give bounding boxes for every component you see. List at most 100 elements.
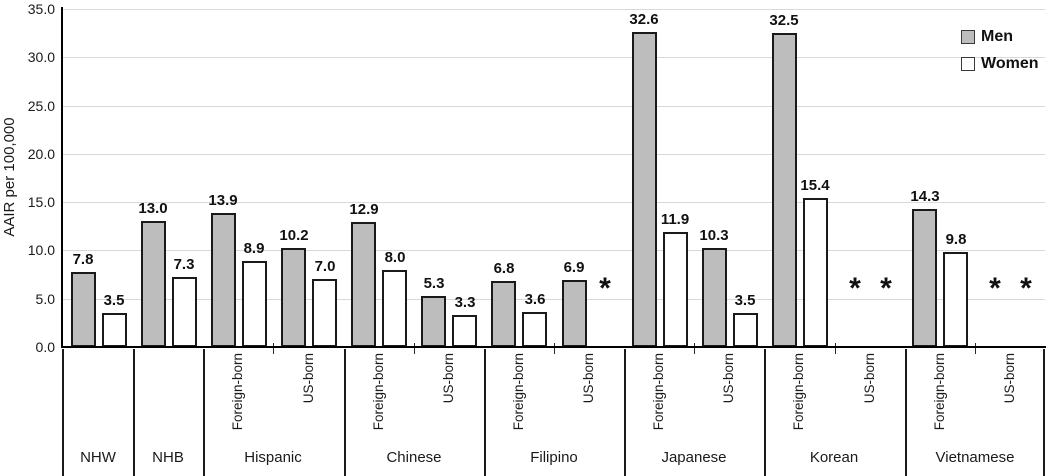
y-tick-label: 15.0 xyxy=(27,194,55,210)
sublabel-foreign-born: Foreign-born xyxy=(932,353,947,431)
bar-men-chinese-foreign-born xyxy=(351,222,376,347)
x-axis-line xyxy=(61,346,1046,348)
sublabel-us-born: US-born xyxy=(1002,353,1017,404)
value-label-women-chinese-us-born: 3.3 xyxy=(454,294,476,311)
sublabel-foreign-born: Foreign-born xyxy=(230,353,245,431)
value-label-men-chinese-foreign-born: 12.9 xyxy=(349,201,379,218)
y-tick-label: 30.0 xyxy=(27,49,55,65)
missing-value-asterisk-women-filipino-us-born: * xyxy=(599,272,611,305)
bar-men-japanese-us-born xyxy=(702,248,727,347)
sublabel-foreign-born: Foreign-born xyxy=(651,353,666,431)
bar-men-hispanic-foreign-born xyxy=(211,213,236,347)
value-label-men-hispanic-foreign-born: 13.9 xyxy=(208,192,238,209)
group-label-chinese: Chinese xyxy=(386,449,442,466)
value-label-men-japanese-us-born: 10.3 xyxy=(699,227,729,244)
group-divider xyxy=(203,349,205,476)
group-divider xyxy=(1043,349,1045,476)
missing-value-asterisk-men-korean-us-born: * xyxy=(849,272,861,305)
missing-value-asterisk-women-vietnamese-us-born: * xyxy=(1020,272,1032,305)
bar-women-nhw xyxy=(102,313,127,347)
value-label-women-filipino-foreign-born: 3.6 xyxy=(524,291,546,308)
group-divider xyxy=(484,349,486,476)
group-divider xyxy=(133,349,135,476)
sublabel-us-born: US-born xyxy=(862,353,877,404)
axis-tick xyxy=(414,343,415,354)
group-label-japanese: Japanese xyxy=(661,449,727,466)
group-divider xyxy=(624,349,626,476)
group-divider xyxy=(905,349,907,476)
group-label-nhw: NHW xyxy=(80,449,116,466)
value-label-men-chinese-us-born: 5.3 xyxy=(423,275,445,292)
group-divider xyxy=(764,349,766,476)
legend: Men Women xyxy=(961,28,1039,72)
value-label-men-nhb: 13.0 xyxy=(138,200,168,217)
bar-men-nhw xyxy=(71,272,96,347)
y-tick-label: 20.0 xyxy=(27,146,55,162)
sublabel-foreign-born: Foreign-born xyxy=(371,353,386,431)
bar-men-chinese-us-born xyxy=(421,296,446,347)
value-label-men-filipino-us-born: 6.9 xyxy=(563,259,585,276)
women-swatch-icon xyxy=(961,57,975,71)
y-tick-label: 25.0 xyxy=(27,98,55,114)
missing-value-asterisk-men-vietnamese-us-born: * xyxy=(989,272,1001,305)
bar-women-vietnamese-foreign-born xyxy=(943,252,968,347)
group-label-hispanic: Hispanic xyxy=(244,449,302,466)
men-swatch-icon xyxy=(961,30,975,44)
bar-women-hispanic-foreign-born xyxy=(242,261,267,347)
value-label-men-hispanic-us-born: 10.2 xyxy=(279,227,309,244)
bar-women-hispanic-us-born xyxy=(312,279,337,347)
axis-tick xyxy=(694,343,695,354)
bar-men-vietnamese-foreign-born xyxy=(912,209,937,347)
value-label-women-hispanic-us-born: 7.0 xyxy=(314,258,336,275)
value-label-women-chinese-foreign-born: 8.0 xyxy=(384,249,406,266)
value-label-women-japanese-foreign-born: 11.9 xyxy=(660,211,690,228)
legend-item-men: Men xyxy=(961,28,1038,45)
gridline xyxy=(63,106,1045,107)
category-box-left-edge xyxy=(62,349,64,476)
sublabel-us-born: US-born xyxy=(441,353,456,404)
value-label-men-vietnamese-foreign-born: 14.3 xyxy=(910,188,940,205)
bar-men-korean-foreign-born xyxy=(772,33,797,347)
bar-women-japanese-us-born xyxy=(733,313,758,347)
bar-women-chinese-us-born xyxy=(452,315,477,347)
group-divider xyxy=(344,349,346,476)
legend-item-women: Women xyxy=(961,55,1039,72)
bar-men-filipino-us-born xyxy=(562,280,587,347)
sublabel-us-born: US-born xyxy=(581,353,596,404)
bar-women-nhb xyxy=(172,277,197,347)
sublabel-us-born: US-born xyxy=(721,353,736,404)
value-label-women-hispanic-foreign-born: 8.9 xyxy=(243,240,265,257)
y-tick-label: 0.0 xyxy=(35,339,55,355)
group-label-filipino: Filipino xyxy=(530,449,578,466)
value-label-men-nhw: 7.8 xyxy=(72,251,94,268)
bar-women-filipino-foreign-born xyxy=(522,312,547,347)
axis-tick xyxy=(975,343,976,354)
gridline xyxy=(63,154,1045,155)
legend-label-men: Men xyxy=(981,28,1013,45)
bar-men-hispanic-us-born xyxy=(281,248,306,347)
group-label-vietnamese: Vietnamese xyxy=(935,449,1015,466)
gridline xyxy=(63,202,1045,203)
sublabel-foreign-born: Foreign-born xyxy=(791,353,806,431)
value-label-men-filipino-foreign-born: 6.8 xyxy=(493,260,515,277)
value-label-women-korean-foreign-born: 15.4 xyxy=(800,177,830,194)
y-tick-label: 5.0 xyxy=(35,291,55,307)
group-label-nhb: NHB xyxy=(152,449,184,466)
y-tick-label: 10.0 xyxy=(27,242,55,258)
axis-tick xyxy=(273,343,274,354)
y-axis-line xyxy=(61,7,63,348)
gridline xyxy=(63,9,1045,10)
bar-women-japanese-foreign-born xyxy=(663,232,688,347)
missing-value-asterisk-women-korean-us-born: * xyxy=(880,272,892,305)
gridline xyxy=(63,250,1045,251)
bar-men-nhb xyxy=(141,221,166,347)
gridline xyxy=(63,299,1045,300)
value-label-women-nhw: 3.5 xyxy=(103,292,125,309)
value-label-women-vietnamese-foreign-born: 9.8 xyxy=(945,231,967,248)
bar-men-japanese-foreign-born xyxy=(632,32,657,347)
bar-women-chinese-foreign-born xyxy=(382,270,407,347)
group-label-korean: Korean xyxy=(809,449,859,466)
y-tick-label: 35.0 xyxy=(27,1,55,17)
legend-label-women: Women xyxy=(981,55,1039,72)
